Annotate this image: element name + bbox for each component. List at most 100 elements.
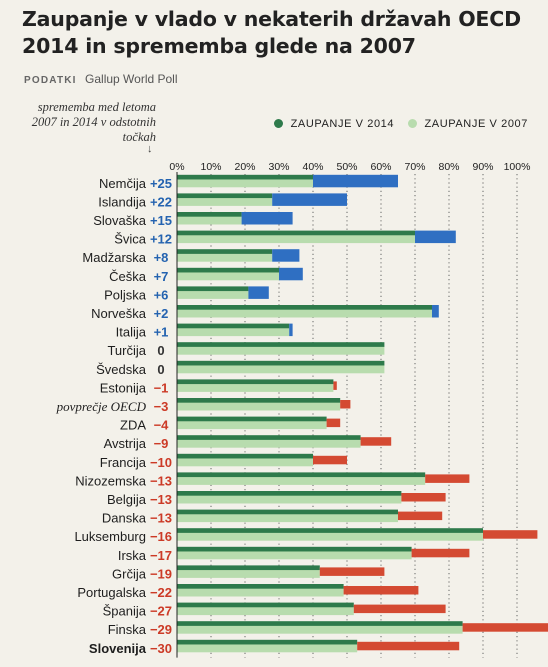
- down-arrow-icon: ↓: [147, 143, 153, 155]
- bar-2014: [177, 193, 273, 199]
- change-label: +6: [154, 287, 169, 302]
- x-tick-label: 0%: [169, 161, 184, 173]
- legend-dot-2007: [407, 119, 417, 128]
- source-line: PODATKI Gallup World Poll: [24, 72, 178, 86]
- change-label: −13: [150, 511, 172, 526]
- source-label: PODATKI: [24, 75, 77, 86]
- category-label: Belgija: [107, 492, 147, 507]
- bar-2014: [177, 342, 385, 347]
- bar-2014: [177, 305, 432, 310]
- category-label: Nizozemska: [75, 473, 147, 488]
- category-label: Danska: [102, 511, 147, 526]
- increase-segment: [272, 249, 300, 262]
- x-tick-label: 10%: [200, 161, 221, 173]
- bar-2007: [177, 513, 398, 523]
- category-label: Švica: [114, 232, 147, 247]
- legend-item-2007: ZAUPANJE V 2007: [407, 118, 528, 130]
- change-label: +25: [150, 176, 172, 191]
- bar-2014: [177, 584, 344, 589]
- category-label: Španija: [103, 604, 147, 619]
- change-label: 0: [157, 362, 164, 377]
- bar-2014: [177, 639, 358, 645]
- bar-2007: [177, 327, 290, 337]
- decrease-segment: [411, 548, 470, 558]
- x-tick-label: 20%: [234, 161, 255, 173]
- category-label: Češka: [109, 269, 147, 284]
- category-label: Nemčija: [99, 176, 147, 191]
- change-label: −19: [150, 566, 172, 581]
- increase-segment: [248, 286, 269, 299]
- change-label: +12: [150, 232, 172, 247]
- bar-2007: [177, 271, 279, 281]
- x-tick-label: 30%: [268, 161, 289, 173]
- bar-2007: [177, 569, 320, 578]
- category-label: Slovenija: [89, 641, 147, 656]
- decrease-segment: [360, 437, 392, 446]
- increase-segment: [289, 323, 293, 337]
- bar-2014: [177, 360, 385, 366]
- x-tick-label: 60%: [370, 161, 391, 173]
- change-label: +1: [154, 325, 169, 340]
- decrease-segment: [425, 474, 470, 483]
- decrease-segment: [343, 586, 419, 595]
- bar-2007: [177, 625, 463, 634]
- category-label: Norveška: [91, 306, 147, 321]
- bar-2014: [177, 453, 313, 459]
- decrease-segment: [319, 567, 385, 576]
- category-label: Poljska: [104, 287, 147, 302]
- bar-2007: [177, 402, 341, 411]
- x-tick-label: 80%: [438, 161, 459, 173]
- category-label: ZDA: [120, 418, 146, 433]
- increase-segment: [241, 212, 293, 225]
- bar-2014: [177, 174, 313, 180]
- bar-2007: [177, 439, 361, 448]
- bar-2014: [177, 472, 426, 478]
- decrease-segment: [313, 455, 347, 465]
- change-label: −13: [150, 473, 172, 488]
- bar-2007: [177, 495, 402, 504]
- bar-2014: [177, 528, 483, 533]
- bar-2014: [177, 212, 242, 217]
- bar-2007: [177, 532, 483, 541]
- change-label: −17: [150, 548, 172, 563]
- change-label: −1: [154, 380, 169, 395]
- decrease-segment: [401, 493, 446, 502]
- decrease-segment: [483, 530, 538, 539]
- legend: ZAUPANJE V 2014 ZAUPANJE V 2007: [264, 118, 528, 130]
- decrease-segment: [357, 641, 460, 651]
- bar-2014: [177, 286, 249, 292]
- chart-title: Zaupanje v vlado v nekaterih državah OEC…: [22, 7, 521, 58]
- change-label: −3: [154, 399, 169, 414]
- category-label: povprečje OECD: [56, 399, 147, 414]
- bar-2014: [177, 398, 341, 403]
- legend-label-2014: ZAUPANJE V 2014: [290, 118, 395, 130]
- change-note: sprememba med letoma 2007 in 2014 v odst…: [31, 100, 156, 144]
- category-label: Finska: [108, 622, 147, 637]
- legend-label-2007: ZAUPANJE V 2007: [424, 118, 528, 130]
- x-tick-label: 40%: [302, 161, 323, 173]
- x-tick-label: 70%: [404, 161, 425, 173]
- bar-2014: [177, 267, 279, 273]
- bar-2007: [177, 476, 426, 485]
- change-label: −30: [150, 641, 172, 656]
- bar-2007: [177, 606, 354, 616]
- change-label: −13: [150, 492, 172, 507]
- change-label: −4: [154, 418, 170, 433]
- bar-2007: [177, 588, 344, 597]
- category-label: Francija: [100, 455, 147, 470]
- category-label: Islandija: [98, 194, 146, 209]
- decrease-segment: [333, 381, 337, 390]
- category-label: Avstrija: [104, 436, 147, 451]
- change-label: +8: [154, 250, 169, 265]
- bar-2007: [177, 346, 385, 355]
- legend-dot-2014: [273, 119, 283, 128]
- change-label: −9: [154, 436, 169, 451]
- decrease-segment: [353, 604, 446, 614]
- x-tick-label: 100%: [504, 161, 531, 173]
- bar-2007: [177, 457, 313, 467]
- change-label: −27: [150, 604, 172, 619]
- bar-2014: [177, 621, 463, 626]
- change-label: −10: [150, 455, 172, 470]
- bar-2007: [177, 197, 273, 206]
